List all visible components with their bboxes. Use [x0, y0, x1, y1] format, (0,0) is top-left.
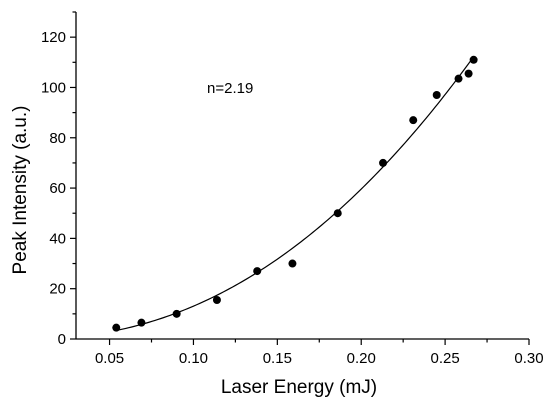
data-point — [333, 209, 342, 218]
data-point — [137, 318, 146, 327]
x-tick-label: 0.10 — [179, 350, 208, 367]
y-tick-label: 120 — [41, 29, 66, 46]
data-point — [432, 91, 441, 100]
y-tick-label: 0 — [58, 331, 66, 348]
y-axis-title: Peak Intensity (a.u.) — [10, 106, 31, 275]
ticks: 0.05 0.10 0.15 0.20 0.25 0.30 0 20 40 60 80 100 120 — [41, 11, 544, 367]
y-tick-label: 80 — [49, 130, 66, 147]
y-tick-label: 20 — [49, 281, 66, 298]
x-tick-label: 0.20 — [347, 350, 376, 367]
fit-curve-group — [116, 56, 475, 332]
x-tick-label: 0.15 — [263, 350, 292, 367]
data-point — [172, 309, 181, 318]
y-tick-label: 100 — [41, 79, 66, 96]
axes — [75, 12, 529, 340]
data-point — [112, 323, 121, 332]
data-point — [253, 267, 262, 276]
data-point — [288, 259, 297, 268]
data-point — [212, 296, 221, 305]
data-point — [469, 55, 478, 64]
annotation-label: n=2.19 — [207, 80, 253, 97]
data-point — [379, 158, 388, 167]
x-tick-label: 0.25 — [431, 350, 460, 367]
x-tick-label: 0.05 — [95, 350, 124, 367]
x-tick-label: 0.30 — [514, 350, 543, 367]
data-point — [409, 116, 418, 125]
y-tick-label: 60 — [49, 180, 66, 197]
data-points — [112, 55, 478, 332]
x-axis-title: Laser Energy (mJ) — [221, 377, 377, 398]
data-point — [454, 74, 463, 83]
data-point — [464, 69, 473, 78]
fit-curve — [116, 56, 475, 332]
y-tick-label: 40 — [49, 230, 66, 247]
